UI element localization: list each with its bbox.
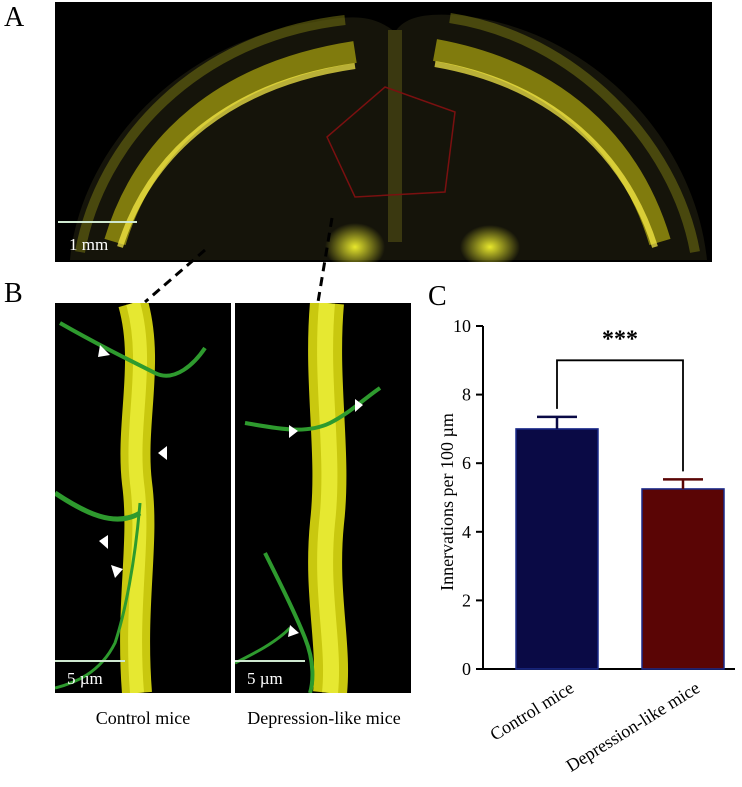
arrowhead-5 — [289, 425, 298, 438]
caption-control: Control mice — [95, 708, 191, 728]
chart-bars — [515, 415, 725, 670]
dendrite-image-control: 5 µm — [55, 303, 231, 693]
x-tick-label-1: Depression-like mice — [562, 677, 703, 775]
caption-depression: Depression-like mice — [247, 708, 401, 728]
dendrite-drawing-depression — [235, 303, 382, 693]
bright-region-left — [325, 223, 385, 262]
panel-b-label: B — [4, 278, 23, 309]
scale-bar-label-b-left: 5 µm — [67, 669, 103, 688]
panel-c-label: C — [428, 281, 447, 312]
significance-annotation: *** — [556, 326, 684, 472]
x-tick-label-0: Control mice — [486, 677, 577, 744]
bar-1 — [641, 488, 725, 670]
axon-fiber-1 — [59, 321, 207, 378]
dendrite-image-depression: 5 µm — [235, 303, 411, 693]
y-tick-label: 2 — [462, 590, 471, 610]
arrowhead-6 — [355, 399, 363, 412]
axon-fiber-6 — [235, 626, 292, 665]
axon-fiber-5 — [263, 552, 315, 693]
dendrite-drawing-control — [55, 303, 207, 693]
significance-stars: *** — [602, 326, 638, 352]
arrowhead-3 — [99, 535, 108, 549]
y-axis-label: Innervations per 100 µm — [437, 413, 457, 591]
arrowhead-2 — [158, 446, 167, 460]
brain-section-drawing — [58, 13, 707, 262]
bright-region-right — [460, 225, 520, 262]
arrowhead-1 — [98, 345, 110, 357]
axon-fiber-2 — [55, 490, 142, 522]
scale-bar-label-a: 1 mm — [69, 235, 109, 254]
y-tick-label: 6 — [462, 453, 471, 473]
axon-fiber-4 — [244, 386, 382, 432]
significance-bracket — [556, 359, 684, 472]
roi-outline — [326, 86, 456, 198]
panel-a-label: A — [4, 2, 25, 33]
y-tick-label: 0 — [462, 659, 471, 679]
arrowhead-4 — [111, 565, 123, 578]
y-tick-label: 10 — [453, 316, 471, 336]
cortex-band-left — [104, 41, 357, 246]
arrowhead-7 — [288, 625, 299, 637]
y-tick-label: 8 — [462, 385, 471, 405]
axon-fiber-3 — [55, 502, 142, 690]
brain-section-image: 1 mm — [55, 2, 712, 262]
y-tick-label: 4 — [462, 522, 471, 542]
scale-bar-label-b-right: 5 µm — [247, 669, 283, 688]
bar-0 — [515, 428, 599, 670]
cortex-band-right — [433, 39, 671, 246]
